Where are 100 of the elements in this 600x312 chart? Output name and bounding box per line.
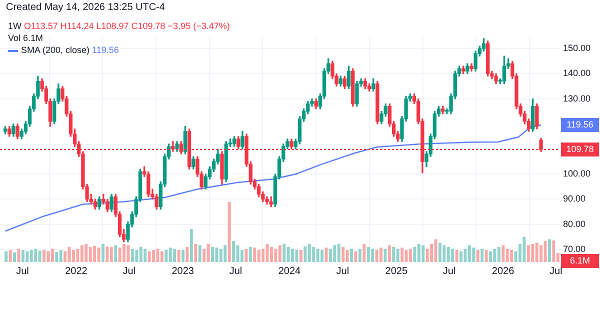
chart-subtitle: O113.57 H114.24 L108.97 C109.78 −3.95 (−3.47%) xyxy=(24,21,230,31)
bar xyxy=(316,248,320,262)
x-tick-label: 2023 xyxy=(172,266,194,277)
bar xyxy=(215,248,218,262)
bar xyxy=(526,245,530,262)
bar xyxy=(257,250,260,262)
x-tick-label: Jul xyxy=(16,266,29,277)
bar xyxy=(358,248,362,262)
bar xyxy=(384,248,387,262)
bar xyxy=(299,250,302,262)
bar xyxy=(282,244,286,262)
y-tick-label: 140.00 xyxy=(563,68,591,78)
bar xyxy=(248,247,252,262)
bar xyxy=(320,250,324,262)
bar xyxy=(34,248,38,262)
bar xyxy=(164,250,168,262)
bar xyxy=(152,250,156,262)
bar xyxy=(493,248,496,262)
annotation: Vol 6.1M xyxy=(8,32,44,44)
x-tick-label: 2022 xyxy=(65,266,88,277)
bar xyxy=(102,244,104,262)
bar xyxy=(148,251,151,262)
bar xyxy=(270,247,273,262)
bar xyxy=(350,248,353,262)
bar xyxy=(38,250,42,262)
bar xyxy=(232,241,236,262)
bar xyxy=(502,245,505,262)
bar xyxy=(244,248,248,262)
x-tick-label: 2025 xyxy=(385,266,408,277)
bar xyxy=(160,251,164,262)
bar xyxy=(50,248,54,262)
bar xyxy=(173,248,176,262)
bar xyxy=(392,247,396,262)
bar xyxy=(354,251,358,262)
bar xyxy=(484,250,488,262)
bar xyxy=(135,250,138,262)
bar xyxy=(468,245,471,262)
bar xyxy=(30,250,33,262)
bar xyxy=(291,248,294,262)
bar xyxy=(540,245,543,262)
bar xyxy=(93,246,96,262)
bar xyxy=(451,248,454,262)
bar xyxy=(328,248,332,262)
text: 119.56 xyxy=(92,45,119,55)
bar xyxy=(472,248,476,262)
bar xyxy=(224,245,227,262)
bar xyxy=(190,229,193,262)
bar xyxy=(59,250,62,262)
bar xyxy=(480,248,484,262)
bar xyxy=(228,202,231,262)
y-tick-label: 70.00 xyxy=(563,244,586,254)
bar xyxy=(337,244,340,262)
bar xyxy=(253,248,256,262)
bar xyxy=(122,244,126,262)
bar xyxy=(64,251,67,262)
bar xyxy=(413,247,416,262)
x-tick-label: 2026 xyxy=(492,266,515,277)
bar xyxy=(506,248,509,262)
bar xyxy=(408,248,412,262)
bar xyxy=(446,247,450,262)
bar xyxy=(72,250,75,262)
bar xyxy=(522,236,526,262)
bar xyxy=(21,250,24,262)
x-tick-label: Jul xyxy=(229,266,242,277)
bar xyxy=(460,251,462,262)
bar xyxy=(144,248,147,262)
bar xyxy=(168,248,172,262)
bar xyxy=(304,246,307,262)
bar xyxy=(80,245,84,262)
bar xyxy=(206,244,210,262)
ref-line-label: 109.78 xyxy=(566,144,594,154)
bar xyxy=(198,245,202,262)
bar xyxy=(68,247,71,262)
chart-title: 1W xyxy=(8,21,22,31)
bar xyxy=(194,244,198,262)
bar xyxy=(130,248,134,262)
x-tick-label: Jul xyxy=(550,266,562,277)
bar xyxy=(13,252,16,262)
bar xyxy=(182,250,184,262)
x-tick-label: Jul xyxy=(336,266,350,277)
bar xyxy=(388,245,391,262)
bar xyxy=(286,247,290,262)
bar xyxy=(497,247,500,262)
y-tick-label: 80.00 xyxy=(563,218,586,229)
legend-label: SMA (200, close) xyxy=(21,45,91,55)
bar xyxy=(438,242,442,262)
bar xyxy=(371,248,374,262)
bar xyxy=(476,250,480,262)
bar xyxy=(106,246,109,262)
bar xyxy=(333,245,336,262)
bar xyxy=(312,247,316,262)
bar xyxy=(84,244,88,262)
bar xyxy=(26,251,29,262)
bar xyxy=(417,244,420,262)
annotation: 119.56 xyxy=(566,119,594,130)
text: 6.1M xyxy=(570,255,590,266)
bar xyxy=(8,250,12,262)
bar xyxy=(366,247,370,262)
bar xyxy=(88,247,92,262)
bar xyxy=(177,250,180,262)
